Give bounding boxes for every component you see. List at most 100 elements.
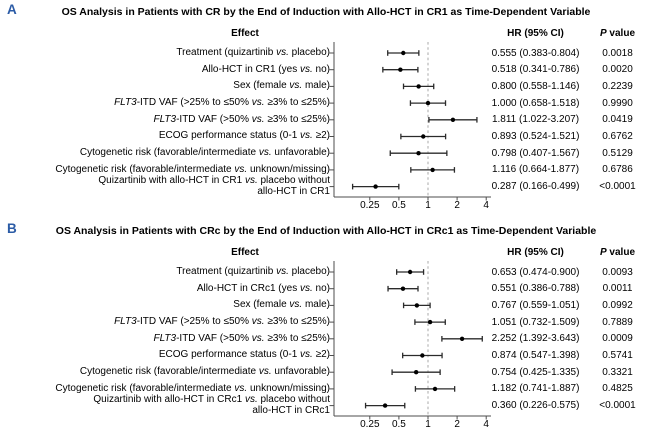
effect-label: Quizartinib with allo-HCT in CR1 vs. pla… <box>98 175 330 197</box>
hr-ci-value: 1.000 (0.658-1.518) <box>491 97 580 109</box>
hr-ci-value: 0.518 (0.341-0.786) <box>491 64 580 76</box>
p-value: 0.3321 <box>602 366 633 378</box>
point-estimate-marker <box>459 336 465 341</box>
error-bar <box>414 386 456 392</box>
point-estimate-marker <box>421 134 426 139</box>
hr-ci-value: 0.555 (0.383-0.804) <box>491 47 580 59</box>
error-bar <box>414 319 446 325</box>
effect-label: Cytogenetic risk (favorable/intermediate… <box>79 366 330 377</box>
error-bar <box>400 133 447 140</box>
hr-ci-value: 2.252 (1.392-3.643) <box>491 333 580 345</box>
hr-ci-value: 1.051 (0.732-1.509) <box>491 316 580 328</box>
point-estimate-marker <box>373 184 378 189</box>
p-value: 0.4825 <box>602 383 633 395</box>
error-bars <box>351 50 478 190</box>
effect-label: Sex (female vs. male) <box>233 80 330 92</box>
effect-label: FLT3-ITD VAF (>25% to ≤50% vs. ≥3% to ≤2… <box>114 315 330 327</box>
effect-label: FLT3-ITD VAF (>50% vs. ≥3% to ≤25%) <box>153 332 330 344</box>
axes <box>329 42 491 201</box>
hr-ci-value: 0.551 (0.386-0.788) <box>491 283 580 295</box>
forest-plot-b-svg: 0.25 0.5 1 2 4 <box>329 261 491 430</box>
p-value: 0.0093 <box>602 266 633 278</box>
panel-a-title: OS Analysis in Patients with CR by the E… <box>61 6 591 18</box>
error-bar <box>364 402 406 409</box>
effect-label: Allo-HCT in CRc1 (yes vs. no) <box>196 282 330 294</box>
x-tick-label: 1 <box>425 200 431 211</box>
p-value: 0.0018 <box>602 47 633 59</box>
point-estimate-marker <box>407 269 413 275</box>
column-header-hr-ci: HR (95% CI) <box>507 247 564 258</box>
point-estimate-marker <box>425 100 431 106</box>
p-value: 0.2239 <box>602 80 633 92</box>
column-header-hr-ci: HR (95% CI) <box>507 28 564 39</box>
p-value: 0.0020 <box>602 64 633 76</box>
panel-b: B OS Analysis in Patients with CRc by th… <box>0 219 652 438</box>
column-header-pvalue: P value <box>599 247 636 258</box>
p-value: 0.6762 <box>602 131 633 142</box>
point-estimate-marker <box>432 386 438 392</box>
p-value: 0.7889 <box>602 316 633 328</box>
effect-label: Treatment (quizartinib vs. placebo) <box>176 46 330 58</box>
x-tick-label: 0.5 <box>392 419 406 430</box>
point-estimate-marker <box>420 353 425 358</box>
x-tick-labels: 0.25 0.5 1 2 4 <box>360 419 489 430</box>
error-bar <box>396 269 425 275</box>
point-estimate-marker <box>413 370 419 375</box>
effect-label: ECOG performance status (0-1 vs. ≥2) <box>158 130 330 142</box>
point-estimate-marker <box>427 319 433 325</box>
hr-ci-value: 0.360 (0.226-0.575) <box>491 400 580 412</box>
hr-ci-value: 0.653 (0.474-0.900) <box>491 266 580 278</box>
point-estimate-marker <box>416 84 421 89</box>
hr-ci-value: 0.874 (0.547-1.398) <box>491 350 580 361</box>
p-value: <0.0001 <box>599 181 636 193</box>
hr-ci-value: 0.754 (0.425-1.335) <box>491 366 580 378</box>
p-value: 0.0992 <box>602 299 633 311</box>
point-estimate-marker <box>382 403 388 408</box>
error-bar <box>410 167 456 173</box>
p-value: 0.0419 <box>602 114 633 126</box>
error-bar <box>409 100 447 106</box>
point-estimate-marker <box>430 167 435 173</box>
effect-label: Quizartinib with allo-HCT in CRc1 vs. pl… <box>93 394 330 416</box>
p-value: <0.0001 <box>599 400 636 412</box>
hr-ci-value: 1.182 (0.741-1.887) <box>491 383 580 395</box>
point-estimate-marker <box>401 50 406 56</box>
error-bar <box>441 336 483 342</box>
hr-ci-value: 0.893 (0.524-1.521) <box>491 131 580 142</box>
error-bar <box>402 83 435 90</box>
point-estimate-marker <box>416 151 421 156</box>
error-bar <box>428 117 478 123</box>
x-tick-label: 1 <box>425 419 431 430</box>
effect-label: Allo-HCT in CR1 (yes vs. no) <box>201 63 330 75</box>
hr-ci-value: 0.800 (0.558-1.146) <box>491 80 580 92</box>
x-tick-label: 4 <box>483 419 489 430</box>
error-bar <box>382 66 419 73</box>
p-value: 0.9990 <box>602 97 633 109</box>
effect-label: Cytogenetic risk (favorable/intermediate… <box>55 163 330 175</box>
error-bar <box>387 50 420 56</box>
x-tick-label: 0.25 <box>360 419 380 430</box>
effect-label: FLT3-ITD VAF (>50% vs. ≥3% to ≤25%) <box>153 113 330 125</box>
x-tick-label: 4 <box>483 200 489 211</box>
error-bar <box>402 302 431 309</box>
panel-a: A OS Analysis in Patients with CR by the… <box>7 2 636 211</box>
column-header-pvalue: P value <box>599 28 636 39</box>
panel-b-letter: B <box>7 221 17 236</box>
error-bar <box>391 369 441 375</box>
panel-a-letter: A <box>7 2 17 17</box>
error-bars <box>364 269 483 409</box>
forest-plot-a-svg: 0.25 0.5 1 2 4 <box>329 42 491 211</box>
p-value: 0.0011 <box>602 283 633 295</box>
effect-label: Sex (female vs. male) <box>233 299 330 311</box>
effect-label: Treatment (quizartinib vs. placebo) <box>176 265 330 277</box>
x-tick-label: 0.5 <box>392 200 406 211</box>
point-estimate-marker <box>414 303 420 308</box>
hr-ci-value: 1.811 (1.022-3.207) <box>491 114 580 126</box>
p-value: 0.0009 <box>602 333 633 345</box>
point-estimate-marker <box>450 117 456 123</box>
point-estimate-marker <box>398 67 403 72</box>
column-header-effect: Effect <box>231 247 259 258</box>
point-estimate-marker <box>400 286 406 291</box>
p-value: 0.5741 <box>602 350 633 361</box>
